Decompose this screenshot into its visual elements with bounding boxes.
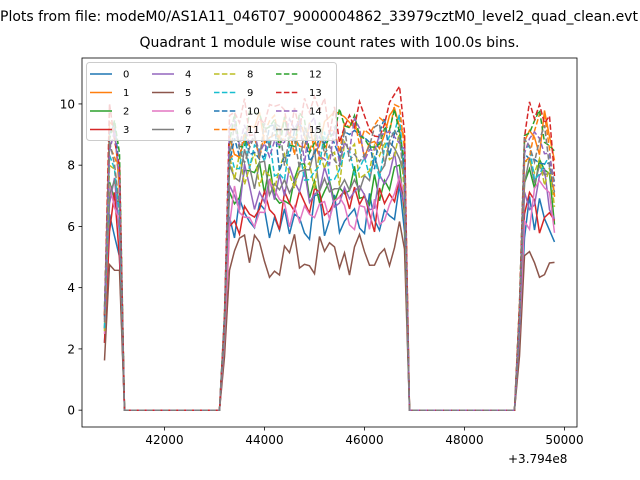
series-line-5 — [103, 221, 555, 411]
series-line-15 — [103, 122, 556, 411]
legend-label-0: 0 — [123, 70, 129, 81]
y-tick-label: 10 — [60, 97, 75, 111]
plot-frame — [81, 57, 578, 428]
legend-label-14: 14 — [309, 107, 322, 118]
series-lines — [103, 84, 556, 411]
y-tick-label: 0 — [67, 404, 75, 418]
x-tick-label: 42000 — [145, 433, 183, 447]
y-tick-label: 8 — [67, 159, 75, 173]
legend-label-3: 3 — [123, 125, 129, 136]
series-line-11 — [103, 103, 556, 411]
y-tick-label: 4 — [67, 281, 75, 295]
y-tick-label: 6 — [67, 220, 75, 234]
series-line-12 — [103, 107, 556, 411]
series-line-3 — [103, 179, 556, 411]
x-tick-label: 44000 — [245, 433, 283, 447]
series-line-1 — [103, 106, 556, 411]
y-tick-label: 2 — [67, 342, 75, 356]
series-line-14 — [103, 115, 556, 411]
legend-label-5: 5 — [185, 88, 191, 99]
legend-label-13: 13 — [309, 88, 322, 99]
legend-label-2: 2 — [123, 107, 129, 118]
legend-label-8: 8 — [247, 70, 253, 81]
axis-ticks: 42000 44000 46000 48000 50000 0 2 4 6 8 10 — [60, 97, 584, 447]
figure-suptitle: Plots from file: modeM0/AS1A11_046T07_90… — [0, 9, 638, 25]
series-line-10 — [103, 117, 556, 411]
x-tick-label: 48000 — [445, 433, 483, 447]
legend-label-7: 7 — [185, 125, 191, 136]
legend-label-12: 12 — [309, 70, 322, 81]
series-line-2 — [103, 156, 556, 411]
legend-label-6: 6 — [185, 107, 191, 118]
chart-title: Quadrant 1 module wise count rates with … — [139, 35, 520, 51]
x-tick-label: 50000 — [545, 433, 583, 447]
legend-label-9: 9 — [247, 88, 253, 99]
x-offset-label: +3.794e8 — [508, 452, 568, 466]
x-tick-label: 46000 — [345, 433, 383, 447]
legend-label-10: 10 — [247, 107, 260, 118]
legend-label-1: 1 — [123, 88, 129, 99]
legend-label-4: 4 — [185, 70, 191, 81]
legend-label-11: 11 — [247, 125, 260, 136]
legend-box — [86, 62, 337, 141]
legend-label-15: 15 — [309, 125, 322, 136]
